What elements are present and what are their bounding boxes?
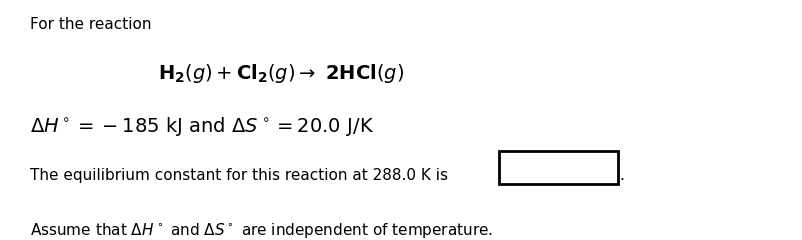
- FancyBboxPatch shape: [499, 151, 618, 184]
- Text: $\mathbf{H_2}(g) + \mathbf{Cl_2}(g) \rightarrow\ \mathbf{2HCl}(g)$: $\mathbf{H_2}(g) + \mathbf{Cl_2}(g) \rig…: [158, 62, 403, 85]
- Text: For the reaction: For the reaction: [30, 17, 152, 32]
- Text: .: .: [619, 168, 624, 183]
- Text: Assume that $\Delta H^\circ$ and $\Delta S^\circ$ are independent of temperature: Assume that $\Delta H^\circ$ and $\Delta…: [30, 221, 493, 240]
- Text: The equilibrium constant for this reaction at 288.0 K is: The equilibrium constant for this reacti…: [30, 168, 448, 183]
- Text: $\Delta H^\circ = -185\ \mathrm{kJ\ and}\ \Delta S^\circ = 20.0\ \mathrm{J/K}$: $\Delta H^\circ = -185\ \mathrm{kJ\ and}…: [30, 115, 375, 138]
